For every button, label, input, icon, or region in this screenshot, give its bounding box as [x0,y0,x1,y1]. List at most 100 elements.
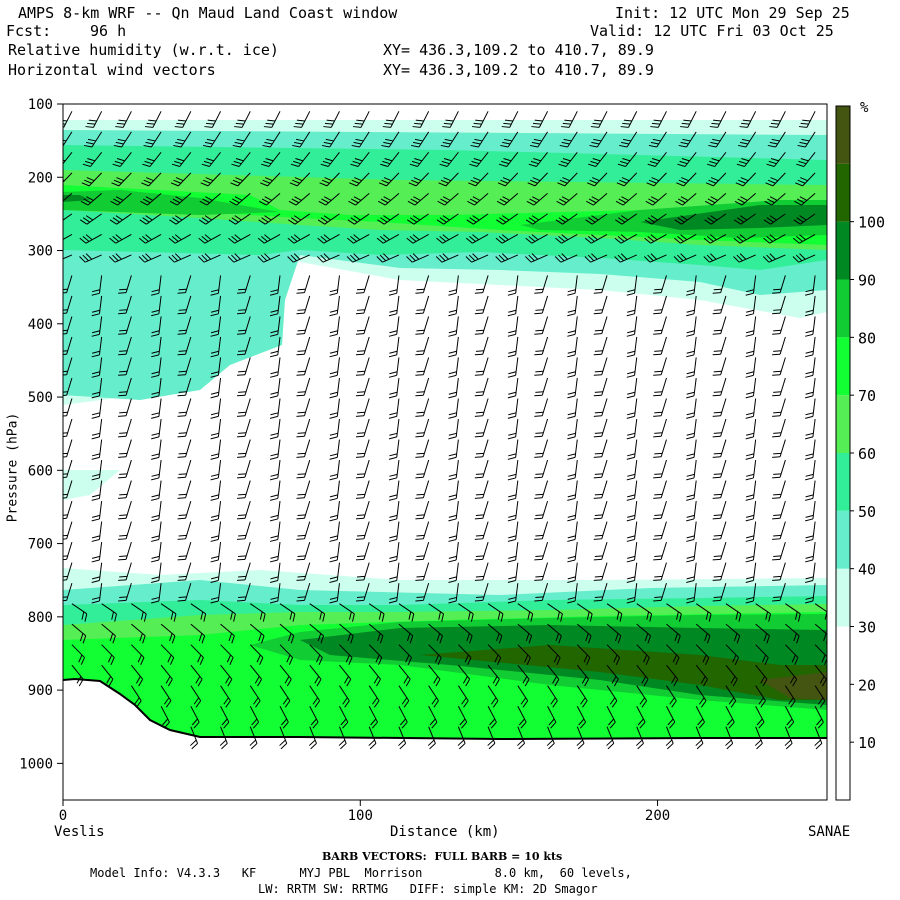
wind-barb-shaft [303,418,311,437]
wind-barb-flag [772,497,781,499]
wind-barb-shaft [147,193,162,206]
wind-barb-flag [323,253,330,260]
wind-barb-flag [399,743,407,750]
wind-barb-flag [197,678,203,687]
wind-barb-flag [580,697,586,705]
wind-barb-flag [785,743,793,750]
forecast-value: 96 h [90,22,127,40]
wind-barb-shaft [482,398,489,416]
wind-barb-flag [474,292,483,294]
wind-barb-flag [416,575,425,578]
wind-barb-flag [706,635,711,644]
field-label-rh: Relative humidity (w.r.t. ice) [8,41,279,59]
wind-barb-flag [329,576,338,580]
wind-barb-flag [63,534,68,537]
wind-barb-shaft [814,664,827,680]
wind-barb-flag [768,613,771,622]
wind-barb-shaft [279,603,296,615]
wind-barb-shaft [360,111,370,128]
wind-barb-flag [796,163,805,167]
wind-barb-flag [746,432,755,436]
wind-barb-flag [264,141,273,145]
wind-barb-flag [531,253,539,260]
wind-barb-flag [772,374,781,376]
wind-barb-flag [172,198,181,204]
wind-barb-flag [416,411,425,414]
wind-barb-flag [296,435,305,438]
wind-barb-flag [594,534,603,537]
wind-barb-flag [296,599,305,602]
wind-barb-shaft [720,336,727,355]
wind-barb-flag [297,411,306,414]
wind-barb-flag [86,196,94,201]
wind-barb-flag [178,309,187,311]
wind-barb-shaft [125,295,132,314]
wind-barb-shaft [482,582,489,601]
wind-barb-flag [667,743,674,750]
wind-barb-flag [210,354,219,358]
wind-barb-shaft [101,644,115,658]
wind-barb-shaft [654,152,667,167]
wind-barb-flag [237,312,246,315]
wind-barb-flag [437,657,442,666]
wind-barb-flag [448,313,457,317]
wind-barb-flag [429,718,436,726]
wind-barb-flag [676,182,684,187]
wind-barb-flag [329,494,338,498]
wind-barb-flag [203,179,211,184]
wind-barb-flag [500,144,509,148]
wind-barb-shaft [428,603,444,615]
wind-barb-flag [448,600,457,604]
wind-barb-flag [290,254,297,262]
wind-barb-flag [405,678,411,687]
wind-barb-flag [416,288,425,291]
wind-barb-flag [567,395,576,399]
wind-barb-flag [329,415,338,419]
wind-barb-shaft [814,705,824,723]
wind-barb-flag [388,354,397,358]
wind-barb-shaft [84,254,102,263]
wind-barb-flag [622,158,631,162]
wind-barb-flag [745,538,754,542]
wind-barb-shaft [309,705,319,723]
wind-barb-flag [146,122,155,125]
wind-barb-shaft [565,152,578,167]
wind-barb-flag [63,329,68,332]
wind-barb-shaft [634,501,638,520]
wind-barb-shaft [576,685,588,702]
wind-barb-shaft [725,623,741,637]
wind-barb-flag [235,158,244,162]
wind-barb-flag [296,292,305,294]
wind-barb-flag [63,538,67,540]
wind-barb-flag [772,579,781,581]
wind-barb-shaft [417,152,430,167]
wind-barb-flag [772,119,781,122]
wind-barb-flag [767,179,776,184]
wind-barb-shaft [601,398,608,416]
wind-barb-shaft [422,562,430,580]
wind-barb-shaft [336,439,340,458]
wind-barb-shaft [458,644,472,658]
wind-barb-flag [137,654,142,663]
wind-barb-flag [353,196,362,201]
valid-time: Valid: 12 UTC Fri 03 Oct 25 [590,22,834,40]
wind-barb-shaft [185,439,192,457]
wind-barb-shaft [501,254,519,263]
wind-barb-shaft [174,254,192,263]
wind-barb-shaft [298,152,311,167]
wind-barb-shaft [363,295,370,314]
wind-barb-flag [350,163,359,167]
rh-low-100 [420,645,827,700]
wind-barb-shaft [482,500,489,519]
wind-barb-flag [686,436,695,440]
wind-barb-flag [615,200,624,206]
wind-barb-flag [204,126,213,128]
wind-barb-shaft [152,111,162,128]
wind-barb-shaft [752,501,757,520]
wind-barb-shaft [695,705,705,723]
wind-barb-flag [531,234,539,241]
wind-barb-flag [108,256,116,263]
wind-barb-shaft [693,583,697,602]
wind-barb-shaft [541,398,549,416]
